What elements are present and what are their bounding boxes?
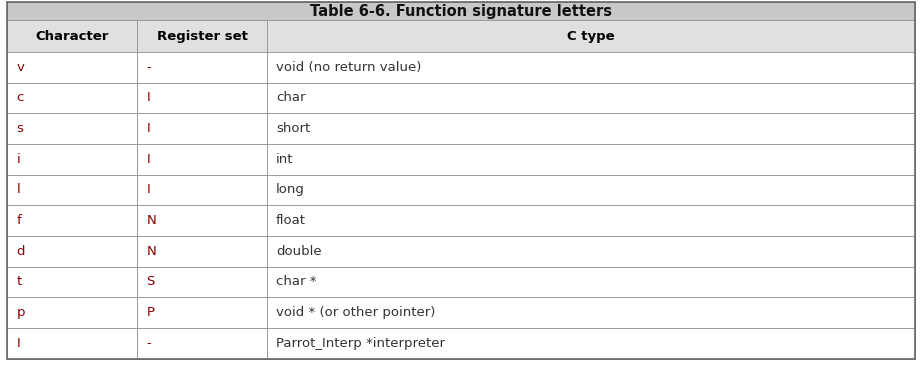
Text: N: N [147,245,156,258]
Text: I: I [147,183,150,197]
Text: S: S [147,276,155,288]
Text: p: p [17,306,25,319]
Bar [266,267,915,297]
Text: -: - [147,61,151,74]
Text: double: double [276,245,322,258]
Bar [266,52,915,83]
Bar [137,205,266,236]
Text: Table 6-6. Function signature letters: Table 6-6. Function signature letters [310,4,612,19]
Text: I: I [147,153,150,166]
Bar [137,113,266,144]
Bar [137,236,266,267]
Text: P: P [147,306,154,319]
Bar [137,297,266,328]
Bar [137,144,266,175]
Bar [266,83,915,113]
Text: int: int [276,153,293,166]
Bar [137,175,266,205]
Bar [137,328,266,359]
Bar [7,52,137,83]
Text: f: f [17,214,21,227]
Bar [266,328,915,359]
Text: t: t [17,276,22,288]
Text: l: l [17,183,20,197]
Text: -: - [147,337,151,350]
Text: c: c [17,92,24,104]
Bar [7,297,137,328]
Bar [7,20,137,52]
Text: I: I [147,122,150,135]
Text: void (no return value): void (no return value) [276,61,421,74]
Bar [137,52,266,83]
Bar [266,113,915,144]
Bar [266,297,915,328]
Bar [266,205,915,236]
Bar [7,175,137,205]
Bar [266,144,915,175]
Bar [137,20,266,52]
Text: i: i [17,153,20,166]
Bar [266,175,915,205]
Text: I: I [147,92,150,104]
Bar [137,83,266,113]
Text: short: short [276,122,311,135]
Bar [7,113,137,144]
Bar [7,205,137,236]
Bar [137,267,266,297]
Text: long: long [276,183,305,197]
Text: char *: char * [276,276,316,288]
Bar [7,328,137,359]
Text: float: float [276,214,306,227]
Text: void * (or other pointer): void * (or other pointer) [276,306,435,319]
Text: d: d [17,245,25,258]
Bar [7,83,137,113]
Bar [266,20,915,52]
Bar [7,236,137,267]
Text: v: v [17,61,25,74]
Text: I: I [17,337,20,350]
Text: s: s [17,122,23,135]
Text: C type: C type [567,30,615,42]
Bar [266,236,915,267]
Bar [7,267,137,297]
Bar [7,144,137,175]
Text: Parrot_Interp *interpreter: Parrot_Interp *interpreter [276,337,445,350]
Text: Character: Character [36,30,109,42]
Text: Register set: Register set [157,30,247,42]
Text: N: N [147,214,156,227]
Text: char: char [276,92,305,104]
Bar [7,2,915,20]
